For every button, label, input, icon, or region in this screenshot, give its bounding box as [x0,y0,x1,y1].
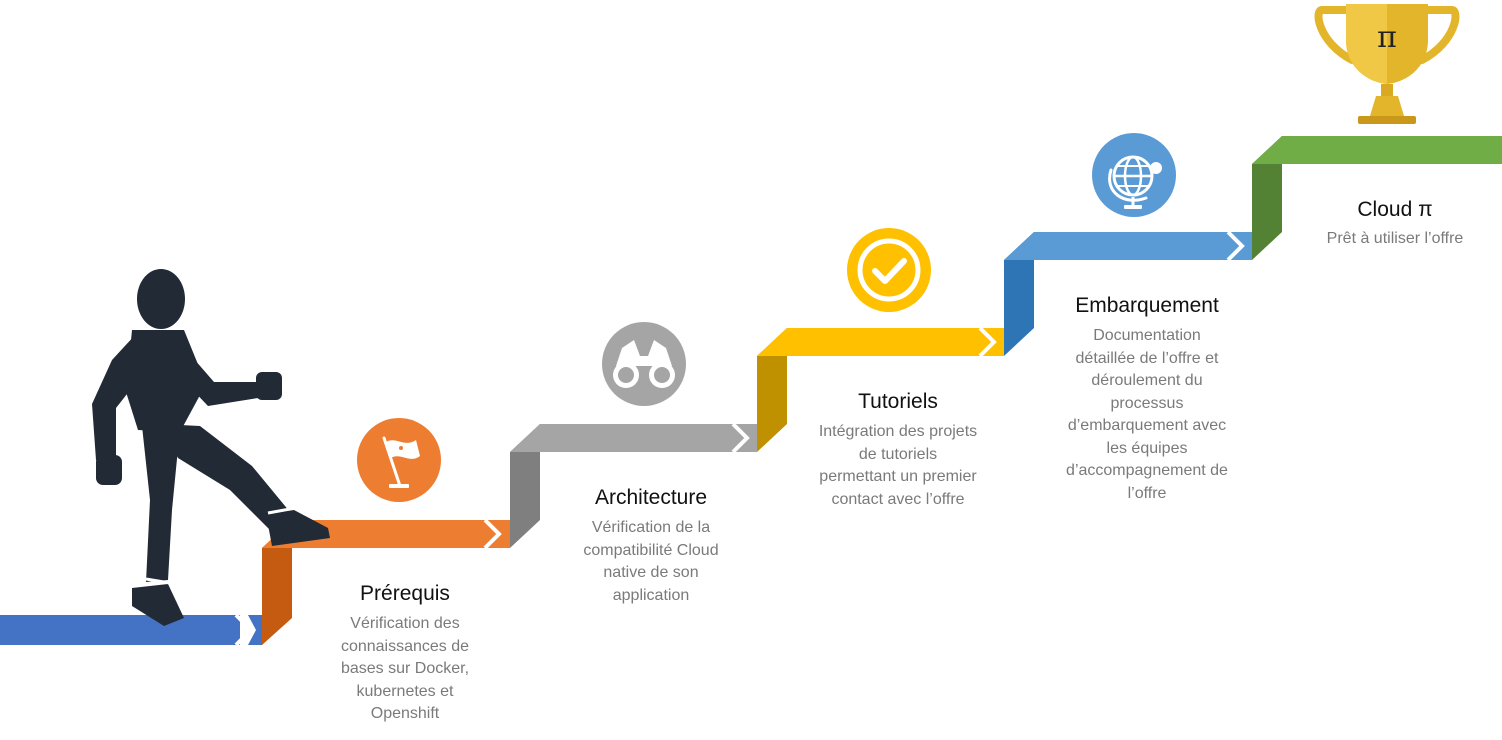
binoculars-icon [602,322,686,406]
walking-person-icon [92,269,330,626]
trophy-symbol: π [1377,20,1397,55]
desc-line: kubernetes et [356,682,454,700]
trophy-icon: π [1314,4,1460,124]
checkmark-icon [847,228,931,312]
desc-line: Intégration des projets [818,423,978,440]
step-desc-cloud: Prêt à utiliser l’offre [1290,228,1500,251]
desc-line: les équipes [1106,439,1188,457]
desc-line: Openshift [370,705,440,722]
desc-line: d’embarquement avec [1067,417,1227,434]
person-outline-details [145,507,291,585]
start-band [0,613,262,647]
step-desc-tutoriels: Intégration des projets de tutoriels per… [788,421,1008,511]
desc-line: permettant un premier [819,468,977,485]
desc-line: application [612,586,690,604]
desc-line: Documentation [1093,327,1201,344]
flag-icon [357,418,441,502]
stair-architecture [510,422,757,548]
step-desc-architecture: Vérification de la compatibilité Cloud n… [546,517,756,607]
step-title-tutoriels: Tutoriels [858,390,938,413]
desc-line: de tutoriels [858,445,938,463]
desc-line: processus [1110,394,1184,412]
stair-embarquement [1004,230,1252,356]
desc-line: connaissances de [340,637,470,655]
desc-line: contact avec l’offre [831,490,965,508]
desc-line: déroulement du [1091,372,1203,389]
desc-line: bases sur Docker, [340,660,470,677]
step-desc-embarquement: Documentation détaillée de l’offre et dé… [1036,325,1258,505]
stair-cloud [1252,136,1502,260]
step-desc-prerequis: Vérification des connaissances de bases … [300,613,510,726]
stair-tutoriels [757,326,1004,452]
desc-line: compatibilité Cloud [583,541,719,559]
desc-line: Vérification des [350,615,460,632]
step-title-prerequis: Prérequis [360,582,450,605]
desc-line: native de son [603,564,699,581]
desc-line: l’offre [1127,484,1167,502]
desc-line: détaillée de l’offre et [1075,349,1219,367]
step-title-cloud: Cloud π [1357,198,1433,221]
desc-line: d’accompagnement de [1066,462,1228,479]
desc-line: Vérification de la [591,519,711,536]
step-title-architecture: Architecture [594,486,708,509]
globe-icon [1092,133,1176,217]
step-title-embarquement: Embarquement [1075,294,1219,317]
desc-line: Prêt à utiliser l’offre [1326,230,1464,247]
